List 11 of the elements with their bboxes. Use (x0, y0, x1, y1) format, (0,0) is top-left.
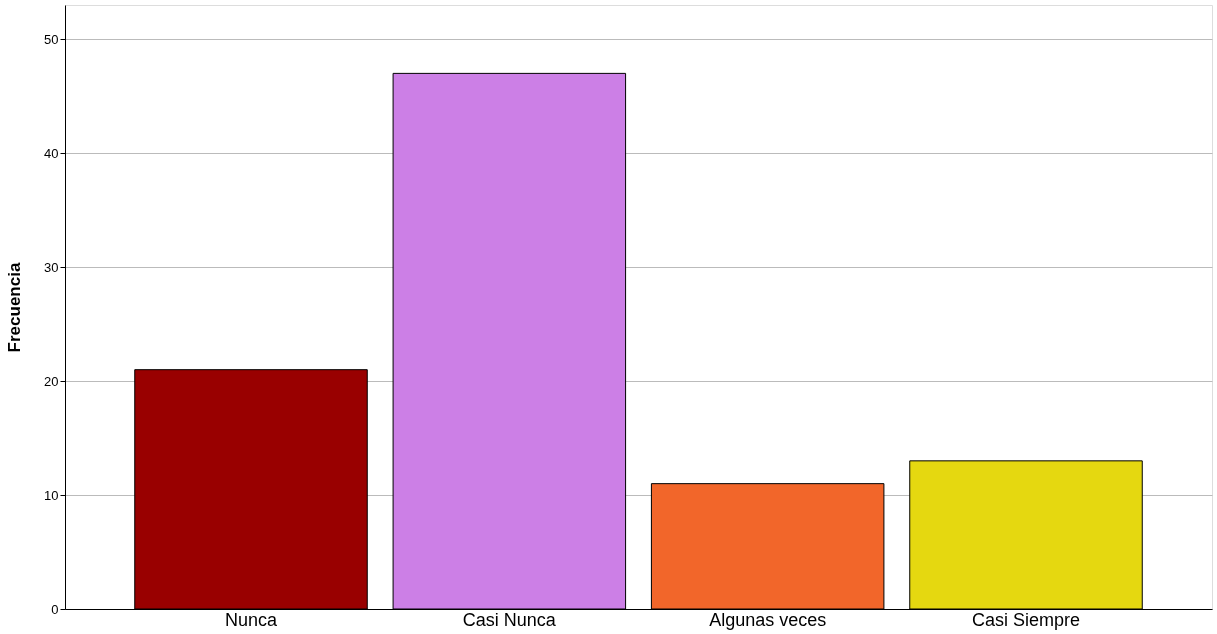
x-tick-label: Casi Siempre (971, 609, 1081, 630)
y-tick-label: 0 (51, 601, 59, 617)
y-tick-label: 20 (44, 373, 59, 389)
y-tick-label: 10 (44, 487, 59, 503)
y-tick-label: 50 (44, 31, 59, 47)
x-tick-label: Algunas veces (709, 609, 827, 630)
x-tick-label: Casi Nunca (462, 609, 557, 630)
y-axis-title: Frecuencia (5, 262, 25, 353)
y-tick-label: 30 (44, 259, 59, 275)
x-tick-label: Nunca (224, 609, 278, 630)
y-tick-label: 40 (44, 145, 59, 161)
